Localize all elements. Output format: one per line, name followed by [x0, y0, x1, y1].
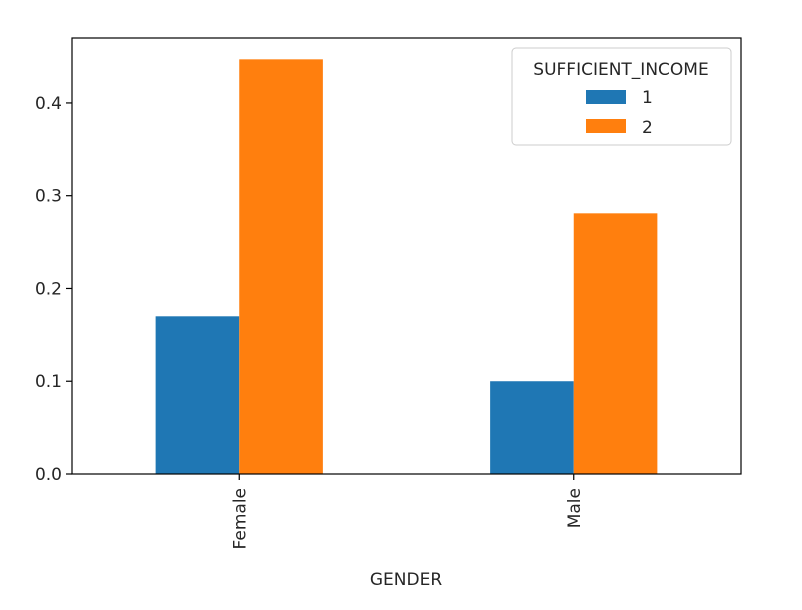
legend-title: SUFFICIENT_INCOME — [533, 60, 708, 80]
legend-swatch-1 — [586, 90, 626, 104]
x-tick-label: Female — [230, 488, 250, 549]
bar-female-2 — [239, 59, 323, 474]
x-axis-label: GENDER — [370, 570, 442, 590]
bars-group — [155, 59, 658, 475]
bar-male-2 — [573, 213, 658, 475]
y-tick-label: 0.4 — [35, 94, 62, 114]
plot-frame — [71, 37, 742, 475]
bar-male-1 — [490, 381, 574, 474]
y-tick-label: 0.3 — [35, 187, 62, 207]
y-tick-label: 0.1 — [35, 372, 62, 392]
y-tick-label: 0.0 — [35, 465, 62, 485]
y-axis: 0.0 0.1 0.2 0.3 0.4 — [35, 94, 72, 485]
legend-swatch-2 — [586, 119, 626, 133]
y-tick-label: 0.2 — [35, 279, 62, 299]
x-tick-label: Male — [565, 488, 585, 528]
bar-female-1 — [155, 316, 240, 474]
legend-label-2: 2 — [642, 118, 653, 138]
legend: SUFFICIENT_INCOME 1 2 — [511, 47, 732, 146]
legend-label-1: 1 — [642, 88, 653, 108]
x-axis: Female Male — [230, 474, 585, 549]
